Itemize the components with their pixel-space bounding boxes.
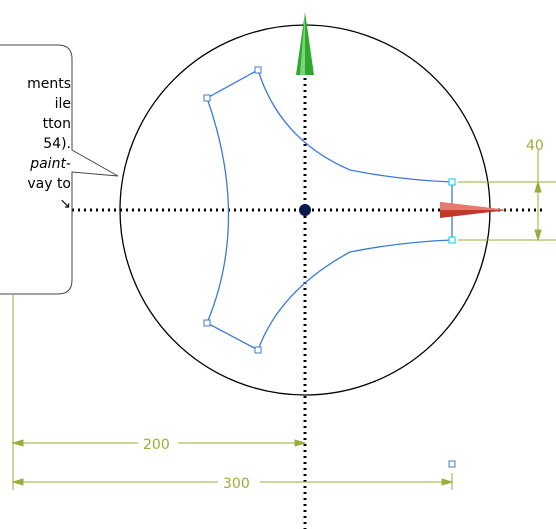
dimension-200-label-bg (138, 434, 178, 452)
y-axis-arrow-icon[interactable] (296, 12, 314, 75)
dimension-200-label: 200 (143, 437, 170, 453)
origin-point-icon[interactable] (299, 204, 311, 216)
callout-line: ile (54, 96, 71, 112)
callout-line: vay to (27, 176, 71, 192)
vertex-handle[interactable] (254, 66, 262, 74)
vertex-handle-selected[interactable] (448, 178, 456, 186)
callout-arrow-icon: ↘ (59, 196, 71, 212)
dimension-300-label-bg (218, 473, 260, 491)
dimension-40[interactable] (458, 150, 556, 242)
vertex-handle[interactable] (254, 346, 262, 354)
dimension-40-label: 40 (526, 138, 544, 154)
vertex-handle-selected[interactable] (448, 236, 456, 244)
callout-line: 54). (43, 136, 71, 152)
callout-line: tton (42, 116, 71, 132)
callout-text: ments ile tton 54). paint- vay to ↘ (0, 74, 71, 274)
dimension-300-label: 300 (223, 476, 250, 492)
vertex-handle[interactable] (203, 319, 211, 327)
x-axis-arrow-icon[interactable] (440, 202, 508, 218)
callout-line: paint- (30, 156, 71, 172)
vertex-handle[interactable] (203, 94, 211, 102)
callout-bubble (0, 44, 119, 295)
profile-shape[interactable] (206, 69, 453, 351)
callout-line: ments (27, 76, 71, 92)
loose-point[interactable] (448, 460, 456, 468)
